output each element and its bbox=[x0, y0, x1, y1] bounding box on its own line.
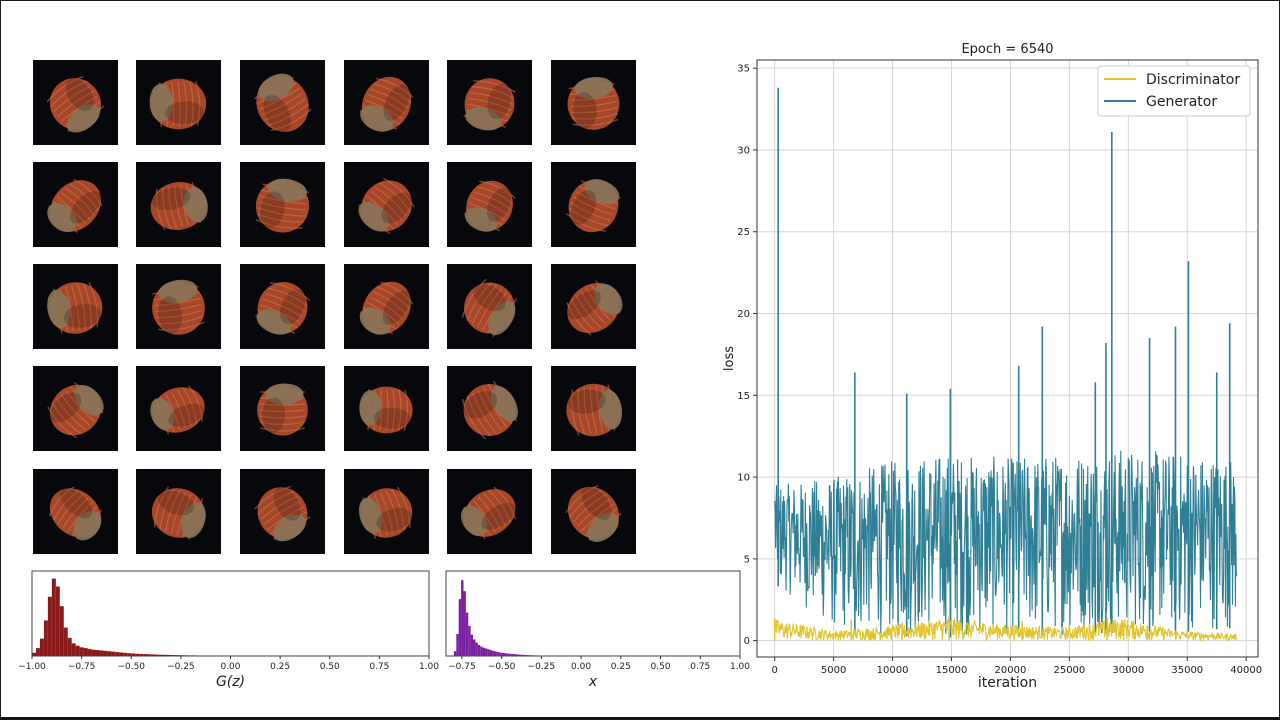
sample-image bbox=[136, 60, 221, 145]
x-tick-label: 15000 bbox=[936, 665, 968, 676]
sample-image bbox=[136, 264, 221, 349]
hazelnut-image bbox=[565, 485, 622, 542]
y-tick-label: 10 bbox=[737, 473, 750, 484]
hazelnut-image bbox=[359, 281, 414, 335]
hazelnut-image bbox=[461, 278, 518, 337]
x-tick-label: 30000 bbox=[1112, 665, 1144, 676]
legend: Discriminator Generator bbox=[1097, 65, 1251, 117]
sample-image bbox=[33, 366, 118, 451]
hazelnut-image bbox=[46, 75, 105, 133]
series-discriminator bbox=[773, 616, 1237, 643]
sample-image bbox=[240, 469, 325, 554]
y-tick-label: 35 bbox=[737, 64, 750, 75]
x-tick-label: 35000 bbox=[1171, 665, 1203, 676]
sample-image bbox=[33, 162, 118, 247]
sample-image bbox=[551, 60, 636, 145]
x-tick-label: 25000 bbox=[1053, 665, 1085, 676]
hazelnut-image bbox=[358, 177, 415, 235]
y-tick-label: 30 bbox=[737, 145, 750, 156]
hazelnut-image bbox=[254, 485, 311, 542]
x-tick-label: 20000 bbox=[995, 665, 1027, 676]
hazelnut-image bbox=[149, 78, 207, 130]
sample-image bbox=[33, 264, 118, 349]
hazelnut-image bbox=[150, 385, 205, 435]
y-tick-label: 0 bbox=[744, 636, 750, 647]
sample-image bbox=[33, 469, 118, 554]
hazelnut-image bbox=[566, 280, 623, 336]
sample-image bbox=[447, 366, 532, 451]
sample-image bbox=[344, 366, 429, 451]
x-tick-label: 40000 bbox=[1230, 665, 1262, 676]
hazelnut-image bbox=[47, 282, 103, 334]
series-generator bbox=[774, 87, 1238, 638]
hazelnut-image bbox=[566, 383, 623, 437]
sample-image bbox=[240, 264, 325, 349]
hazelnut-image bbox=[152, 279, 205, 335]
sample-image bbox=[240, 162, 325, 247]
hazelnut-image bbox=[255, 282, 311, 335]
hazelnut-image bbox=[255, 178, 310, 233]
legend-label: Generator bbox=[1146, 94, 1217, 110]
sample-image bbox=[551, 264, 636, 349]
hazelnut-image bbox=[257, 383, 308, 436]
y-tick-label: 5 bbox=[744, 554, 750, 565]
sample-image bbox=[344, 264, 429, 349]
y-tick-label: 15 bbox=[737, 391, 750, 402]
y-axis-label: loss bbox=[722, 346, 737, 371]
hazelnut-image bbox=[47, 178, 103, 234]
hazelnut-image bbox=[47, 381, 104, 439]
hazelnut-image bbox=[150, 181, 208, 231]
sample-image bbox=[447, 469, 532, 554]
sample-image bbox=[33, 60, 118, 145]
sample-image bbox=[240, 60, 325, 145]
sample-image bbox=[136, 469, 221, 554]
plot-frame bbox=[756, 59, 1259, 658]
sample-image bbox=[447, 60, 532, 145]
sample-image bbox=[240, 366, 325, 451]
chart-title: Epoch = 6540 bbox=[961, 42, 1053, 57]
hazelnut-image bbox=[151, 486, 206, 540]
sample-image bbox=[551, 366, 636, 451]
x-tick-label: 5000 bbox=[821, 665, 846, 676]
hazelnut-image bbox=[463, 180, 516, 232]
sample-image bbox=[136, 366, 221, 451]
sample-image bbox=[344, 162, 429, 247]
hazelnut-image bbox=[253, 73, 312, 132]
sample-image bbox=[551, 469, 636, 554]
sample-image bbox=[447, 264, 532, 349]
y-tick-label: 25 bbox=[737, 227, 750, 238]
hazelnut-image bbox=[359, 386, 413, 434]
hazelnut-image bbox=[461, 380, 518, 440]
hazelnut-image bbox=[567, 76, 620, 130]
hazelnut-image bbox=[460, 486, 516, 540]
x-tick-label: 10000 bbox=[877, 665, 909, 676]
hazelnut-image bbox=[359, 76, 414, 132]
sample-image bbox=[344, 469, 429, 554]
sample-image bbox=[136, 162, 221, 247]
x-tick-label: 0 bbox=[771, 665, 777, 676]
legend-label: Discriminator bbox=[1146, 72, 1240, 88]
sample-image bbox=[344, 60, 429, 145]
hazelnut-image bbox=[566, 179, 621, 233]
sample-image bbox=[447, 162, 532, 247]
sample-image bbox=[551, 162, 636, 247]
x-axis-label: iteration bbox=[978, 675, 1037, 691]
y-tick-label: 20 bbox=[737, 309, 750, 320]
series-line bbox=[774, 450, 1238, 635]
hazelnut-image bbox=[463, 78, 516, 131]
hazelnut-image bbox=[358, 486, 413, 540]
hazelnut-image bbox=[48, 486, 103, 541]
